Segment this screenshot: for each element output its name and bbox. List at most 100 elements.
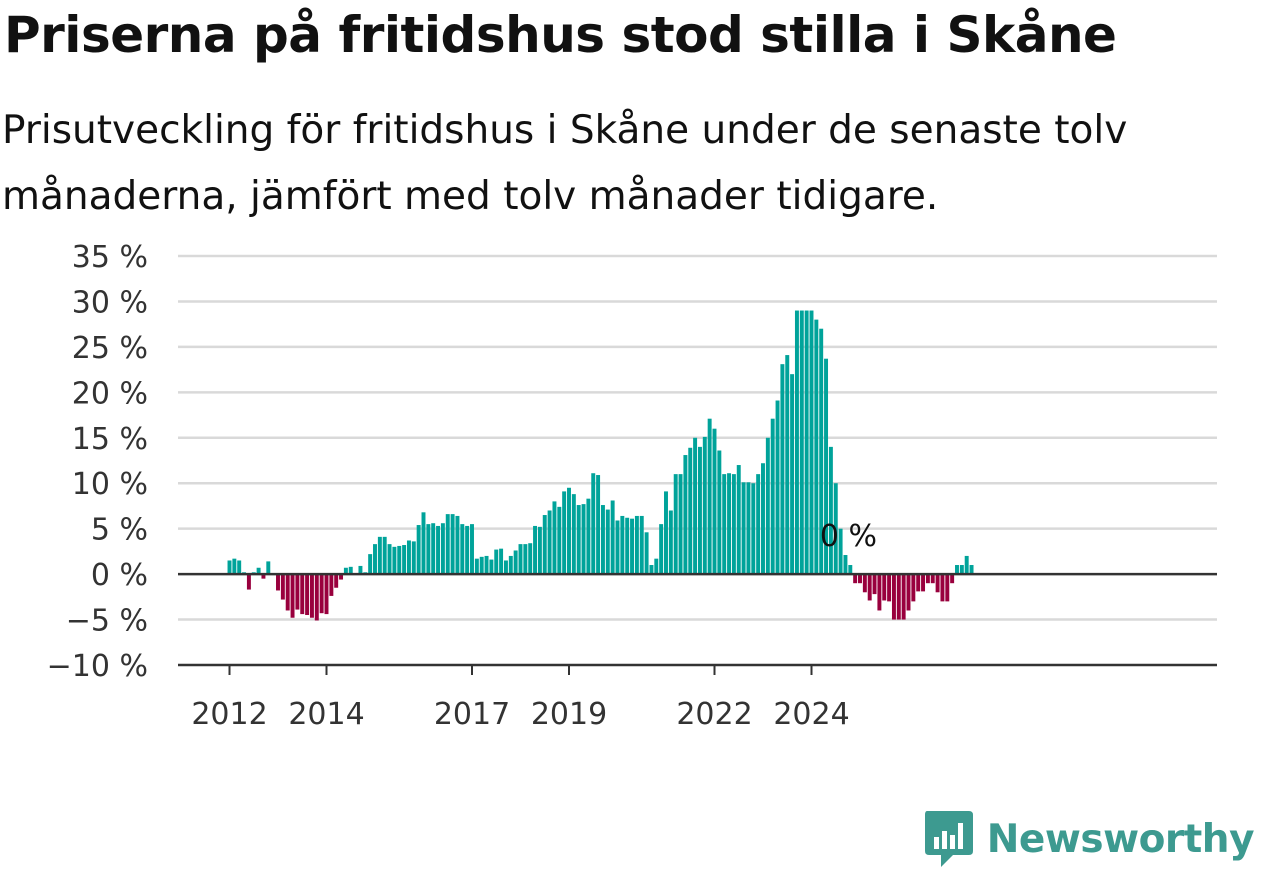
x-tick-label: 2019 <box>531 697 607 732</box>
bar <box>232 558 237 575</box>
bar <box>499 548 504 575</box>
x-tick-label: 2022 <box>676 697 752 732</box>
bar <box>644 532 649 575</box>
bar <box>848 565 853 575</box>
bar <box>697 446 702 575</box>
last-value-annotation: 0 % <box>820 519 877 554</box>
bar <box>503 560 508 575</box>
bar <box>794 310 799 575</box>
bar <box>470 524 474 575</box>
bar <box>639 515 644 575</box>
bar <box>591 473 596 575</box>
bar <box>465 525 470 575</box>
bar <box>377 536 382 575</box>
bar <box>930 574 935 584</box>
bar <box>790 374 795 575</box>
bar <box>518 544 523 575</box>
bar <box>853 574 858 584</box>
x-tick-label: 2017 <box>434 697 510 732</box>
y-tick-label: 15 % <box>72 422 148 457</box>
bar <box>387 544 392 575</box>
bar <box>858 574 862 584</box>
bar <box>261 574 266 579</box>
bar <box>290 574 295 618</box>
bar <box>368 554 373 575</box>
bar <box>450 514 455 575</box>
bar <box>373 544 377 575</box>
y-tick-label: −5 % <box>66 604 148 639</box>
bar <box>911 574 916 602</box>
bar <box>431 523 436 575</box>
bar <box>571 494 576 575</box>
y-tick-label: −10 % <box>47 649 148 684</box>
bar <box>819 328 824 575</box>
brand-name: Newsworthy <box>986 816 1255 862</box>
bar <box>862 574 867 593</box>
bar <box>489 559 494 575</box>
bar <box>877 574 882 611</box>
bar <box>964 555 969 575</box>
bar <box>887 574 892 602</box>
bar <box>474 558 479 575</box>
bar <box>586 498 591 575</box>
bar <box>460 524 465 575</box>
bar <box>445 514 450 575</box>
bar <box>319 574 324 614</box>
bar <box>804 310 809 575</box>
bar <box>955 565 959 575</box>
bar <box>436 525 441 575</box>
bar <box>625 517 630 575</box>
bar <box>959 565 964 575</box>
bar <box>411 541 416 575</box>
bar <box>765 437 770 575</box>
bar <box>227 560 232 575</box>
y-tick-label: 20 % <box>72 376 148 411</box>
bar <box>256 567 261 575</box>
bar <box>305 574 310 616</box>
bar <box>620 515 625 575</box>
bar <box>707 418 712 575</box>
bar <box>455 515 460 575</box>
bar <box>339 574 344 580</box>
bar <box>668 510 673 575</box>
bar <box>901 574 906 620</box>
grid-lines <box>178 254 1217 621</box>
bar <box>799 310 804 575</box>
bar <box>542 515 547 575</box>
bar <box>484 555 489 575</box>
bar <box>600 505 605 575</box>
bar <box>712 428 717 575</box>
bar <box>688 447 693 575</box>
bar <box>266 561 271 575</box>
bar <box>896 574 901 620</box>
bar <box>533 525 538 575</box>
bar <box>567 487 571 575</box>
bar <box>824 358 829 575</box>
bar <box>664 491 668 575</box>
bar <box>770 418 775 575</box>
bar <box>276 574 280 591</box>
bar <box>440 523 445 575</box>
y-tick-label: 30 % <box>72 285 148 320</box>
y-tick-label: 25 % <box>72 331 148 366</box>
bar <box>746 482 751 575</box>
bar <box>547 510 552 575</box>
bar <box>634 515 639 575</box>
bar <box>916 574 921 592</box>
newsworthy-logo-icon <box>924 811 973 867</box>
bar <box>402 545 407 575</box>
bar <box>950 574 955 584</box>
bar <box>537 526 542 575</box>
bar <box>358 565 363 575</box>
bar <box>508 555 513 575</box>
bar <box>761 463 765 575</box>
bar <box>552 501 557 575</box>
bar <box>925 574 930 584</box>
bar <box>872 574 877 595</box>
bar <box>659 524 664 575</box>
bar <box>867 574 872 601</box>
bar <box>717 450 722 575</box>
bar <box>494 549 499 575</box>
bar <box>382 536 387 575</box>
bar <box>945 574 950 602</box>
